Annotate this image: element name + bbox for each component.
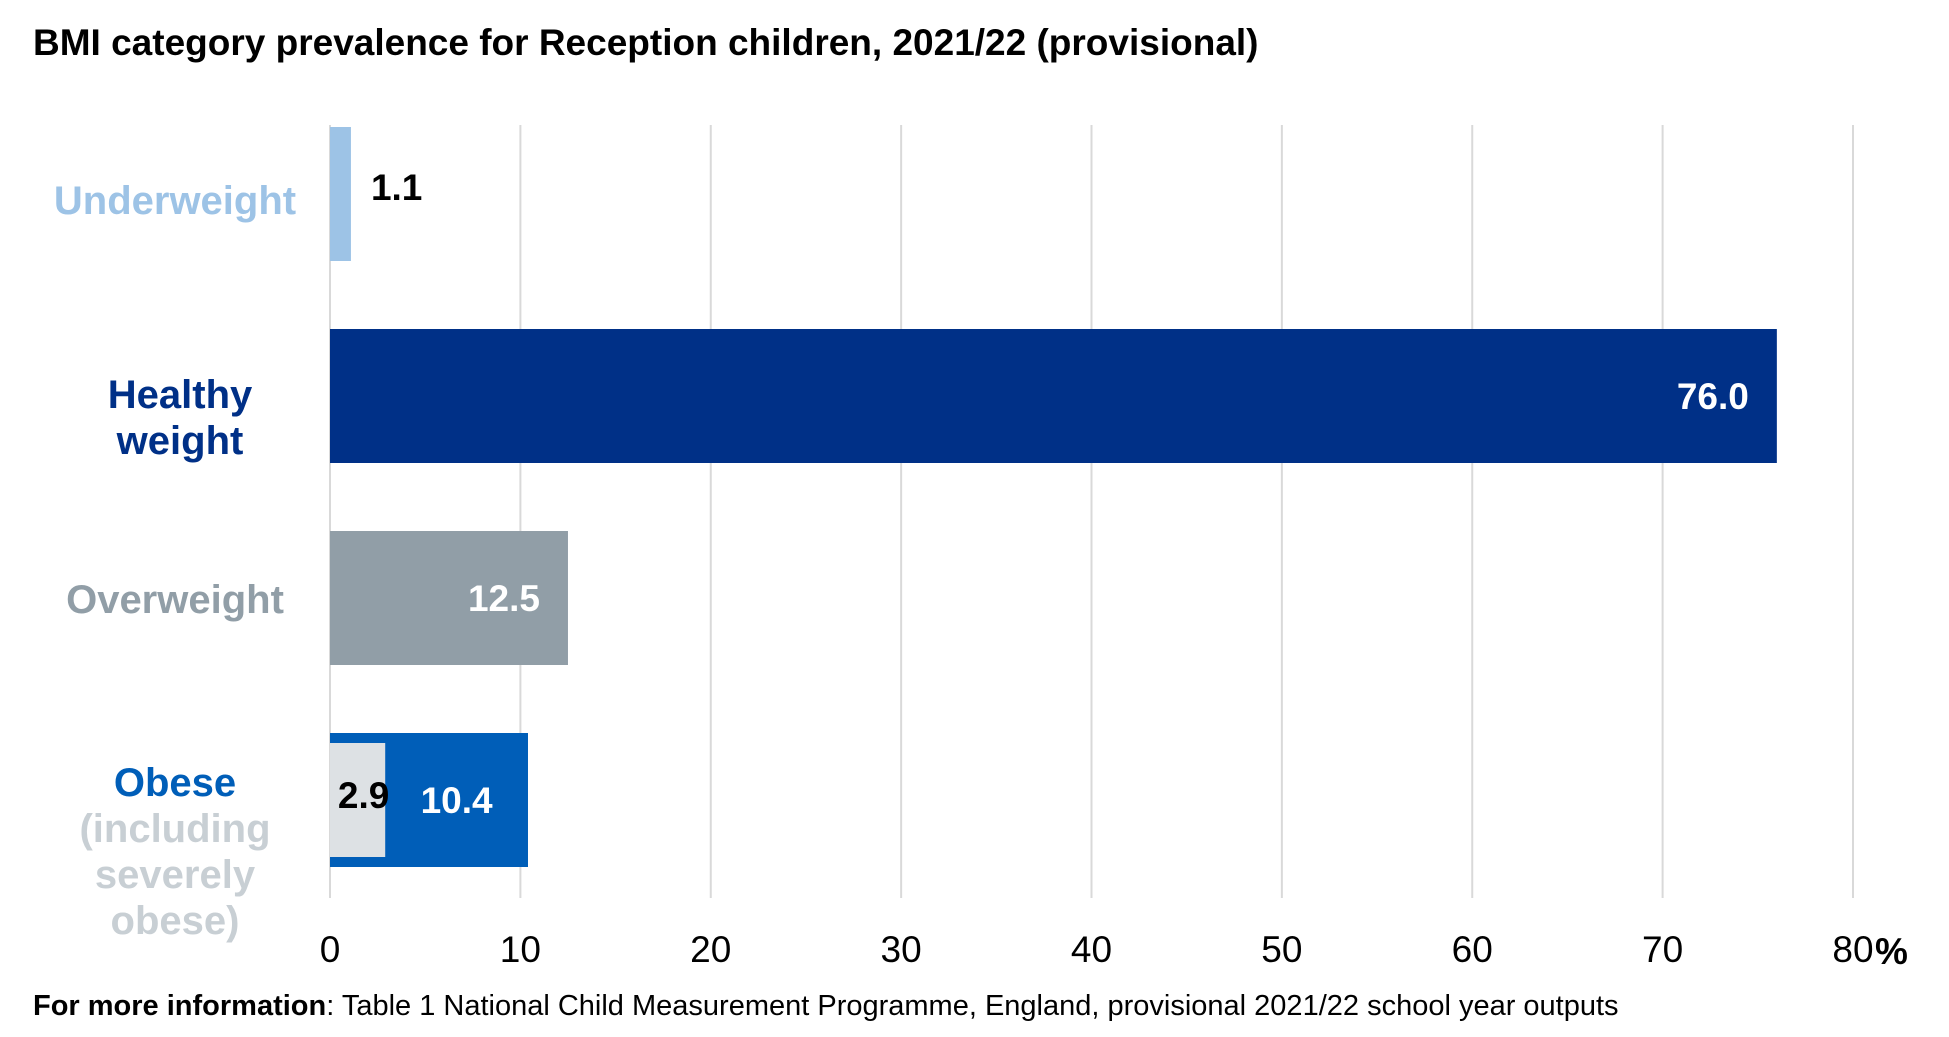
footer-text: : Table 1 National Child Measurement Pro… [326, 990, 1619, 1022]
footer-note: For more information: Table 1 National C… [33, 990, 1619, 1023]
x-tick-label-80: 80 [1832, 929, 1873, 970]
value-label-1.1: 1.1 [371, 167, 422, 208]
value-label-76.0: 76.0 [1677, 376, 1749, 417]
x-tick-label-30: 30 [881, 929, 922, 970]
value-label-12.5: 12.5 [468, 578, 540, 619]
category-label-obese: Obese (including severely obese) [20, 760, 330, 944]
x-tick-label-70: 70 [1642, 929, 1683, 970]
x-tick-label-10: 10 [500, 929, 541, 970]
gridlines [329, 125, 1854, 898]
x-tick-label-0: 0 [320, 929, 341, 970]
category-label-overweight: Overweight [66, 578, 284, 622]
bars [330, 127, 1777, 867]
bar-underweight [330, 127, 351, 261]
x-tick-label-40: 40 [1071, 929, 1112, 970]
bar-severely-obese [330, 743, 386, 857]
bar-healthy-weight [330, 329, 1777, 463]
chart-title: BMI category prevalence for Reception ch… [33, 22, 1259, 63]
bar-overweight [330, 531, 568, 665]
category-label-underweight: Underweight [53, 179, 297, 223]
x-tick-label-60: 60 [1452, 929, 1493, 970]
value-label-2.9: 2.9 [338, 775, 389, 816]
category-label-healthy-weight: Healthy weight [107, 373, 253, 463]
value-labels: 1.1 76.0 12.5 10.4 2.9 [338, 167, 1749, 821]
obese-label-sub-2: severely [94, 853, 256, 897]
x-tick-label-20: 20 [690, 929, 731, 970]
obese-label-main: Obese [113, 761, 237, 805]
obese-label-sub-1: (including [79, 807, 271, 851]
obese-label-sub-3: obese) [110, 899, 240, 943]
x-tick-labels: 0 10 20 30 40 50 60 70 80% [320, 929, 1908, 972]
x-unit-label: % [1875, 931, 1908, 972]
value-label-10.4: 10.4 [421, 780, 493, 821]
footer-bold: For more information [33, 990, 327, 1022]
bar-chart: 1.1 76.0 12.5 10.4 2.9 0 10 20 30 40 50 60 70 80% [320, 125, 1908, 972]
x-tick-label-50: 50 [1261, 929, 1302, 970]
